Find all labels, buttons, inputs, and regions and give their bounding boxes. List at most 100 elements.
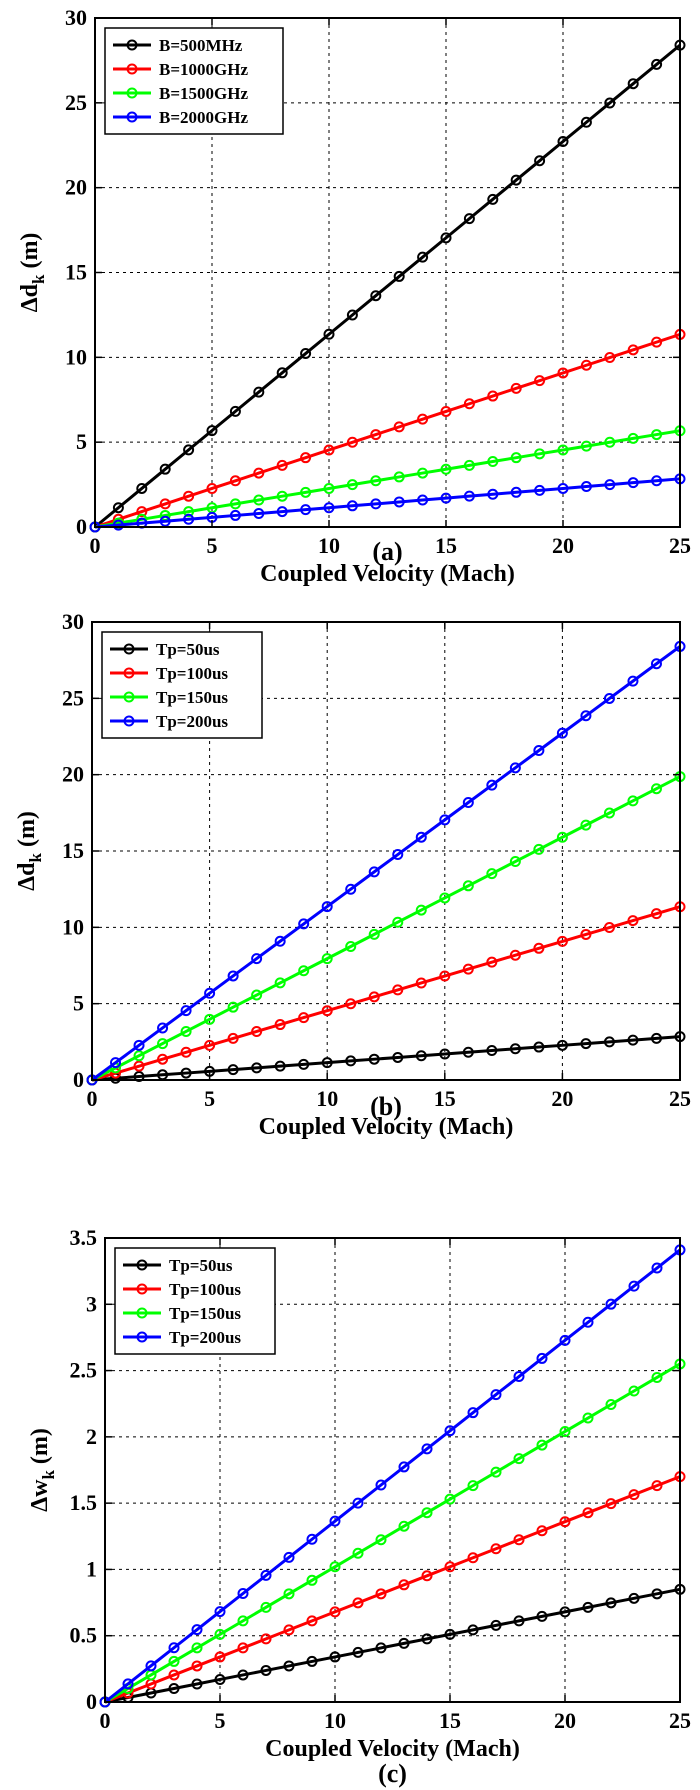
- data-point: [133, 1060, 145, 1072]
- data-point: [490, 1543, 502, 1555]
- data-point: [229, 509, 241, 521]
- legend-swatch-marker: [126, 63, 138, 75]
- x-tick-label: 15: [434, 1086, 456, 1111]
- data-point: [133, 1050, 145, 1062]
- data-point: [345, 1055, 357, 1067]
- legend-label: Tp=100us: [169, 1280, 241, 1299]
- y-tick-label: 5: [73, 991, 84, 1016]
- data-point: [368, 1053, 380, 1065]
- legend-label: Tp=100us: [156, 664, 228, 683]
- data-point: [582, 1507, 594, 1519]
- data-point: [580, 1038, 592, 1050]
- data-point: [375, 1642, 387, 1654]
- data-point: [415, 904, 427, 916]
- panel-caption: (c): [378, 1759, 407, 1788]
- data-point: [227, 1032, 239, 1044]
- legend-swatch-marker: [136, 1331, 148, 1343]
- data-point: [136, 482, 148, 494]
- legend-label: Tp=50us: [169, 1256, 233, 1275]
- data-point: [490, 1466, 502, 1478]
- data-point: [582, 1316, 594, 1328]
- data-point: [159, 498, 171, 510]
- y-tick-label: 10: [65, 344, 87, 369]
- data-point: [651, 475, 663, 487]
- data-point: [298, 1012, 310, 1024]
- data-point: [283, 1551, 295, 1563]
- y-tick-label: 0.5: [70, 1623, 98, 1648]
- data-point: [510, 382, 522, 394]
- data-point: [628, 1385, 640, 1397]
- data-point: [321, 901, 333, 913]
- data-point: [329, 1515, 341, 1527]
- x-axis-label: Coupled Velocity (Mach): [259, 1114, 514, 1140]
- y-tick-label: 30: [65, 5, 87, 30]
- data-point: [556, 727, 568, 739]
- data-point: [214, 1651, 226, 1663]
- legend-swatch-marker: [126, 39, 138, 51]
- data-point: [627, 795, 639, 807]
- data-point: [260, 1601, 272, 1613]
- data-point: [533, 843, 545, 855]
- data-point: [604, 436, 616, 448]
- data-point: [439, 1048, 451, 1060]
- data-point: [329, 1606, 341, 1618]
- data-point: [580, 710, 592, 722]
- data-point: [605, 1399, 617, 1411]
- data-point: [168, 1655, 180, 1667]
- data-point: [253, 508, 265, 520]
- data-point: [300, 348, 312, 360]
- data-point: [627, 915, 639, 927]
- data-point: [651, 1480, 663, 1492]
- data-point: [298, 918, 310, 930]
- data-point: [214, 1673, 226, 1685]
- data-point: [627, 432, 639, 444]
- data-point: [534, 484, 546, 496]
- legend-label: B=1500GHz: [159, 84, 248, 103]
- data-point: [513, 1534, 525, 1546]
- data-point: [274, 935, 286, 947]
- data-point: [206, 482, 218, 494]
- data-point: [533, 744, 545, 756]
- data-point: [237, 1588, 249, 1600]
- y-tick-label: 1.5: [70, 1490, 98, 1515]
- data-point: [157, 1022, 169, 1034]
- data-point: [283, 1624, 295, 1636]
- data-point: [467, 1480, 479, 1492]
- chart-panel-1: 0 5 10 15 20 25 0 5 10 15 20 25 30 Coupled Velocity (…: [17, 5, 691, 587]
- data-point: [490, 1389, 502, 1401]
- chart-panel-2: 0 5 10 15 20 25 0 5 10 15 20 25 30 Coupled Velocity (…: [14, 609, 691, 1140]
- data-point: [323, 328, 335, 340]
- data-point: [533, 1041, 545, 1053]
- data-point: [556, 831, 568, 843]
- data-point: [398, 1637, 410, 1649]
- data-point: [627, 78, 639, 90]
- data-point: [513, 1453, 525, 1465]
- x-tick-label: 10: [324, 1708, 346, 1733]
- axes-frame: [104, 1237, 681, 1703]
- data-point: [444, 1425, 456, 1437]
- data-point: [486, 868, 498, 880]
- data-point: [157, 1053, 169, 1065]
- legend-label: B=500MHz: [159, 36, 243, 55]
- data-point: [556, 935, 568, 947]
- x-tick-label: 20: [551, 1086, 573, 1111]
- data-point: [421, 1443, 433, 1455]
- data-point: [276, 506, 288, 518]
- data-point: [510, 486, 522, 498]
- data-point: [417, 413, 429, 425]
- data-point: [651, 1262, 663, 1274]
- legend: B=500MHz B=1000GHz B=1500GHz B=2000GHz: [104, 27, 284, 135]
- data-point: [183, 444, 195, 456]
- data-point: [557, 136, 569, 148]
- x-tick-label: 0: [90, 533, 101, 558]
- data-point: [534, 448, 546, 460]
- data-point: [462, 797, 474, 809]
- data-point: [204, 1039, 216, 1051]
- data-point: [582, 1601, 594, 1613]
- data-point: [440, 492, 452, 504]
- data-point: [536, 1525, 548, 1537]
- data-point: [421, 1633, 433, 1645]
- y-tick-label: 3: [86, 1291, 97, 1316]
- data-point: [513, 1371, 525, 1383]
- data-point: [398, 1461, 410, 1473]
